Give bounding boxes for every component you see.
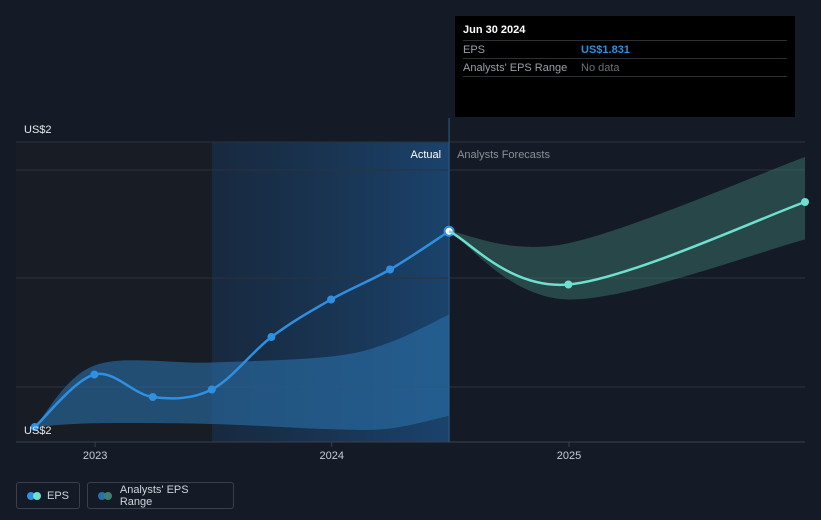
- eps-range-band-past: [34, 314, 450, 430]
- eps-forecast-point-1: [564, 280, 573, 289]
- y-axis-label-top: US$2: [24, 124, 52, 136]
- eps-forecast-point-2: [801, 198, 809, 206]
- tooltip: Jun 30 2024 EPS US$1.831 Analysts' EPS R…: [455, 16, 795, 117]
- tooltip-range-label: Analysts' EPS Range: [463, 61, 568, 74]
- x-tick-label-2024: 2024: [319, 450, 343, 462]
- eps-actual-point-3: [207, 385, 216, 394]
- tooltip-row-eps: EPS US$1.831: [463, 40, 787, 58]
- eps-actual-point-2: [148, 393, 157, 401]
- tooltip-eps-label: EPS: [463, 43, 486, 56]
- tooltip-range-value: No data: [581, 61, 620, 74]
- eps-actual-point-5: [327, 295, 336, 304]
- eps-actual-point-4: [267, 333, 276, 341]
- legend-eps-toggle[interactable]: EPS: [16, 482, 80, 509]
- range-legend-icon: [98, 491, 112, 500]
- legend-eps-label: EPS: [46, 489, 69, 502]
- eps-actual-point-0: [30, 423, 39, 431]
- eps-actual-point-6: [386, 265, 395, 274]
- x-tick-label-2025: 2025: [557, 450, 581, 462]
- x-tick-label-2023: 2023: [83, 450, 107, 462]
- actual-region-label: Actual: [410, 149, 441, 161]
- eps-range-band-forecast: [449, 157, 805, 300]
- legend-range-toggle[interactable]: Analysts' EPS Range: [87, 482, 234, 509]
- tooltip-eps-value: US$1.831: [581, 43, 630, 56]
- legend-range-label: Analysts' EPS Range: [119, 483, 189, 508]
- eps-actual-point-1: [90, 370, 99, 379]
- forecast-region-label: Analysts Forecasts: [457, 149, 550, 161]
- eps-legend-icon: [27, 491, 41, 500]
- tooltip-row-range: Analysts' EPS Range No data: [463, 58, 787, 77]
- y-axis-label-bottom: US$2: [24, 425, 52, 437]
- tooltip-date: Jun 30 2024: [463, 24, 526, 36]
- eps-forecast-line: [448, 200, 806, 286]
